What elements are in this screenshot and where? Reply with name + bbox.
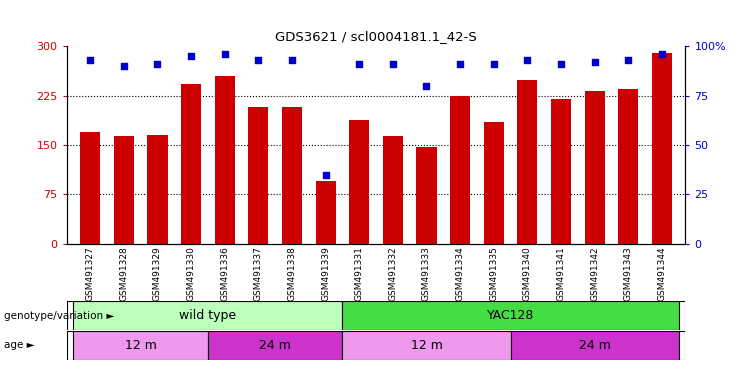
- Bar: [73, 301, 342, 330]
- Text: 12 m: 12 m: [124, 339, 156, 352]
- Text: genotype/variation ►: genotype/variation ►: [4, 311, 114, 321]
- Bar: [349, 120, 369, 244]
- Text: 24 m: 24 m: [579, 339, 611, 352]
- Point: [555, 61, 567, 67]
- Bar: [342, 301, 679, 330]
- Bar: [342, 331, 511, 360]
- Text: 12 m: 12 m: [411, 339, 442, 352]
- Point: [622, 57, 634, 63]
- Bar: [181, 84, 202, 244]
- Bar: [652, 53, 672, 244]
- Point: [656, 51, 668, 57]
- Bar: [80, 132, 100, 244]
- Bar: [147, 135, 167, 244]
- Bar: [208, 331, 342, 360]
- Point: [353, 61, 365, 67]
- Bar: [551, 99, 571, 244]
- Point: [219, 51, 230, 57]
- Bar: [215, 76, 235, 244]
- Point: [152, 61, 164, 67]
- Bar: [511, 331, 679, 360]
- Text: YAC128: YAC128: [487, 310, 534, 322]
- Bar: [450, 96, 471, 244]
- Point: [319, 172, 331, 178]
- Point: [387, 61, 399, 67]
- Bar: [585, 91, 605, 244]
- Bar: [416, 147, 436, 244]
- Bar: [618, 89, 638, 244]
- Point: [488, 61, 499, 67]
- Text: age ►: age ►: [4, 340, 34, 351]
- Point: [421, 83, 433, 89]
- Bar: [484, 122, 504, 244]
- Text: 24 m: 24 m: [259, 339, 291, 352]
- Point: [588, 59, 600, 65]
- Text: wild type: wild type: [179, 310, 236, 322]
- Bar: [517, 80, 537, 244]
- Bar: [73, 331, 208, 360]
- Bar: [248, 107, 268, 244]
- Title: GDS3621 / scl0004181.1_42-S: GDS3621 / scl0004181.1_42-S: [275, 30, 477, 43]
- Bar: [316, 181, 336, 244]
- Bar: [114, 136, 134, 244]
- Bar: [383, 136, 403, 244]
- Point: [185, 53, 197, 59]
- Point: [522, 57, 534, 63]
- Point: [253, 57, 265, 63]
- Point: [286, 57, 298, 63]
- Point: [454, 61, 466, 67]
- Point: [118, 63, 130, 69]
- Point: [84, 57, 96, 63]
- Bar: [282, 108, 302, 244]
